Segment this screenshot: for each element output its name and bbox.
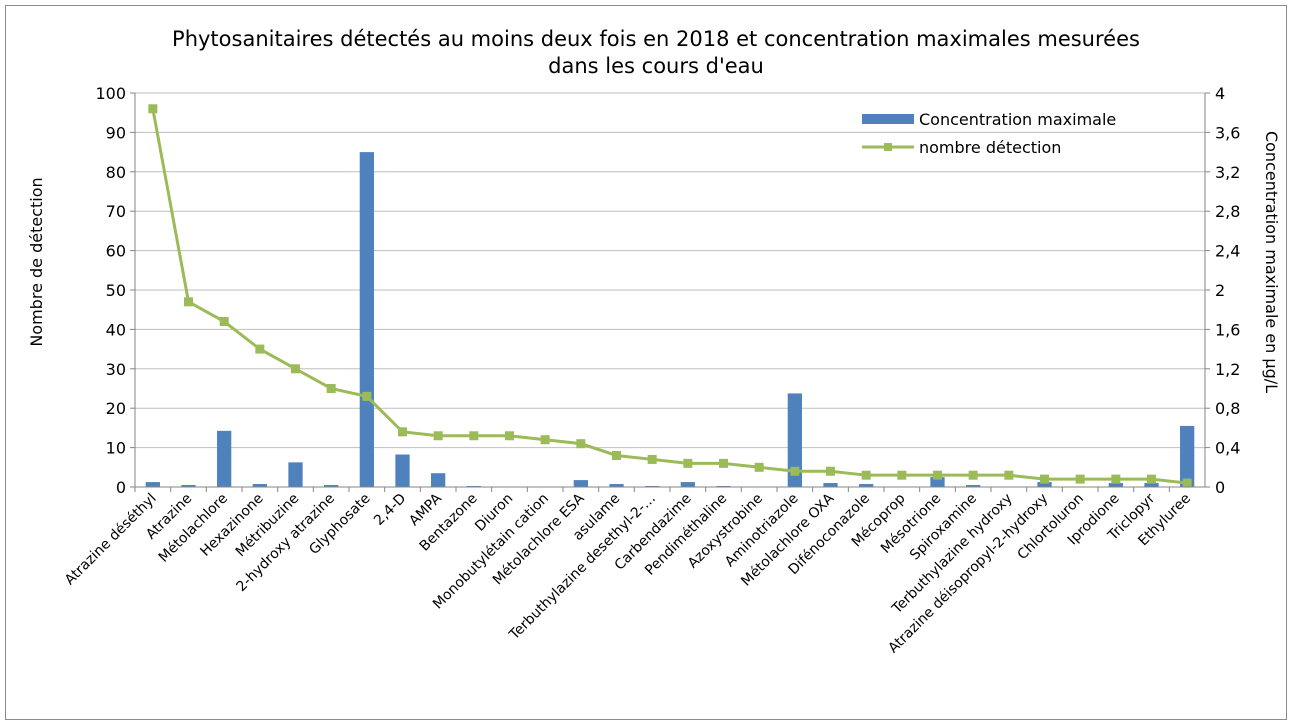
x-tick-label: Atrazine déséthyl [62, 491, 160, 589]
y-right-tick-label: 1,2 [1215, 360, 1240, 379]
legend: Concentration maximale nombre détection [862, 110, 1116, 157]
y-right-tick-label: 1,6 [1215, 320, 1240, 339]
y-right-tick-label: 3,2 [1215, 163, 1240, 182]
y-left-tick-label: 90 [106, 123, 126, 142]
line-point [219, 317, 229, 327]
line-point [576, 439, 586, 449]
bar [288, 462, 303, 487]
bar [609, 484, 624, 487]
bar [324, 485, 339, 487]
bar [1144, 483, 1159, 487]
bar [930, 477, 945, 487]
y-left-tick-label: 60 [106, 242, 126, 261]
y-right-tick-label: 2,8 [1215, 202, 1240, 221]
line-point [1147, 474, 1156, 484]
line-point [255, 344, 265, 354]
bar-series [145, 152, 1195, 487]
line-point [291, 364, 300, 374]
y-right-tick-label: 0,8 [1215, 399, 1240, 418]
legend-bar-label: Concentration maximale [919, 110, 1116, 129]
bar [1180, 425, 1195, 487]
line-point [505, 431, 514, 441]
line-point [861, 470, 871, 480]
bar [431, 473, 446, 487]
bar [966, 485, 981, 487]
y-left-tick-label: 70 [106, 202, 126, 221]
bar [573, 480, 588, 487]
line-point [540, 435, 550, 445]
bar [359, 152, 374, 487]
line-point [897, 470, 907, 480]
line-point [362, 391, 372, 401]
y-axis-left-title: Nombre de détection [27, 177, 46, 346]
line-point [326, 384, 336, 393]
y-left-tick-label: 0 [116, 478, 126, 497]
legend-line-label: nombre détection [919, 138, 1061, 157]
y-right-tick-label: 0,4 [1215, 439, 1240, 458]
chart-title-line-2: dans les cours d'eau [548, 54, 764, 78]
y-right-tick-label: 2 [1215, 281, 1225, 300]
line-point [1040, 474, 1049, 484]
y-left-tick-label: 50 [106, 281, 126, 300]
y-right-tick-label: 4 [1215, 84, 1225, 103]
y-right-tick-label: 2,4 [1215, 242, 1240, 261]
series-line [151, 108, 1188, 485]
line-point [754, 462, 764, 472]
gridlines [135, 92, 1205, 449]
chart-frame [5, 5, 1287, 720]
bar [787, 393, 802, 487]
legend-line-marker [884, 143, 892, 151]
bar [1108, 483, 1123, 487]
y-left-tick-label: 40 [106, 320, 126, 339]
bar [680, 482, 695, 487]
bar [145, 482, 160, 487]
y-axis-right-title: Concentration maximale en µg/L [1262, 131, 1281, 393]
y-left-tick-label: 80 [106, 163, 126, 182]
line-point [398, 427, 407, 437]
line-point [612, 450, 621, 460]
line-series [148, 104, 1192, 488]
bar [217, 430, 232, 487]
bar [181, 485, 196, 487]
x-tick-label: 2,4-D [371, 491, 409, 529]
y-left-tick-label: 100 [95, 84, 126, 103]
line-point [184, 297, 193, 307]
line-point [826, 466, 835, 476]
y-left-tick-label: 10 [106, 439, 126, 458]
line-point [933, 470, 942, 480]
line-point [469, 431, 479, 441]
line-point [148, 104, 158, 114]
line-point [1111, 474, 1121, 484]
bar [823, 483, 838, 487]
line-point [719, 458, 728, 468]
bar [859, 484, 874, 487]
chart-title-line-1: Phytosanitaires détectés au moins deux f… [172, 27, 1140, 51]
legend-bar-swatch [862, 114, 914, 124]
y-right-tick-label: 3,6 [1215, 123, 1240, 142]
line-point [1075, 474, 1085, 484]
line-point [968, 470, 978, 480]
bar [1037, 482, 1052, 487]
line-point [790, 466, 800, 476]
line-point [647, 454, 657, 464]
bar [395, 454, 410, 487]
bar [252, 484, 267, 487]
y-left-tick-label: 20 [106, 399, 126, 418]
line-point [1182, 478, 1192, 488]
line-point [683, 458, 693, 468]
y-right-tick-label: 0 [1215, 478, 1225, 497]
line-point [1004, 470, 1014, 480]
line-point [433, 431, 443, 441]
axes: 0 10 20 30 40 50 60 70 80 90 100 0 0,4 0,8 1,2 1,6 2 2,4 2… [62, 84, 1241, 657]
y-left-tick-label: 30 [106, 360, 126, 379]
